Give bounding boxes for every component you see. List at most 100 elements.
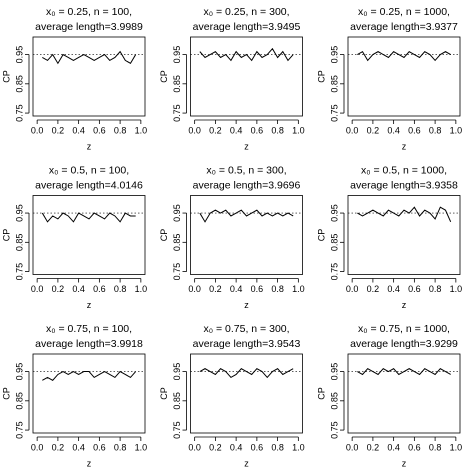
x-tick-label: 0.0	[346, 125, 359, 135]
panel-title: x₀ = 0.5, n = 1000,	[361, 164, 447, 176]
x-tick-label: 0.2	[209, 442, 222, 452]
plot-box	[190, 36, 303, 117]
x-tick-label: 0.6	[408, 442, 421, 452]
x-tick-label: 1.0	[135, 284, 148, 294]
y-tick-label: 0.95	[329, 46, 339, 64]
y-axis-label: CP	[316, 229, 326, 242]
y-tick-label: 0.75	[329, 104, 339, 122]
x-axis-label: z	[87, 458, 92, 468]
y-tick-label: 0.75	[14, 104, 24, 122]
x-tick-label: 0.0	[188, 125, 201, 135]
y-tick-label: 0.95	[172, 204, 182, 222]
x-tick-label: 0.8	[429, 284, 442, 294]
x-tick-label: 0.2	[209, 125, 222, 135]
x-tick-label: 0.4	[230, 125, 243, 135]
x-tick-label: 0.0	[346, 284, 359, 294]
panel-subtitle: average length=3.9543	[193, 338, 301, 350]
x-tick-label: 0.8	[114, 284, 127, 294]
x-axis-label: z	[244, 458, 249, 468]
y-tick-label: 0.85	[329, 234, 339, 252]
x-tick-label: 0.8	[114, 125, 127, 135]
plot-box	[347, 195, 461, 275]
y-tick-label: 0.85	[172, 234, 182, 252]
x-axis-label: z	[87, 141, 92, 151]
x-tick-label: 0.6	[408, 284, 421, 294]
cp-line	[357, 206, 452, 223]
cp-line	[357, 367, 451, 376]
x-tick-label: 1.0	[292, 442, 305, 452]
y-tick-label: 0.95	[172, 46, 182, 64]
x-tick-label: 0.6	[93, 125, 106, 135]
panel-title: x₀ = 0.5, n = 100,	[49, 164, 129, 176]
x-tick-label: 0.4	[230, 284, 243, 294]
panel-subtitle: average length=3.9696	[193, 179, 301, 191]
x-axis-label: z	[402, 141, 407, 151]
x-tick-label: 0.4	[72, 442, 85, 452]
x-tick-label: 0.0	[188, 284, 201, 294]
y-tick-label: 0.75	[172, 421, 182, 439]
y-tick-label: 0.85	[329, 75, 339, 93]
x-tick-label: 1.0	[292, 284, 305, 294]
x-tick-label: 0.6	[93, 442, 106, 452]
cp-line	[199, 209, 294, 223]
panel-subtitle: average length=4.0146	[35, 179, 143, 191]
x-tick-label: 0.0	[31, 125, 44, 135]
panel-subtitle: average length=3.9358	[350, 179, 458, 191]
panel-subtitle: average length=3.9495	[193, 21, 301, 33]
x-tick-label: 0.4	[72, 125, 85, 135]
x-tick-label: 0.8	[429, 442, 442, 452]
x-tick-label: 0.6	[251, 284, 264, 294]
plot-box	[190, 353, 303, 434]
x-tick-label: 0.8	[271, 125, 284, 135]
x-tick-label: 0.2	[367, 125, 380, 135]
y-axis-label: CP	[159, 70, 169, 83]
y-tick-label: 0.85	[14, 392, 24, 410]
x-tick-label: 0.0	[31, 284, 44, 294]
x-tick-label: 0.6	[408, 125, 421, 135]
x-tick-label: 1.0	[135, 442, 148, 452]
panel-subtitle: average length=3.9377	[350, 21, 458, 33]
y-tick-label: 0.75	[14, 421, 24, 439]
x-tick-label: 0.4	[387, 125, 400, 135]
panel-title: x₀ = 0.25, n = 1000,	[358, 6, 450, 18]
cp-line	[41, 212, 136, 223]
panel-title: x₀ = 0.25, n = 300,	[203, 6, 289, 18]
cp-line	[199, 47, 294, 62]
x-tick-label: 0.2	[209, 284, 222, 294]
y-tick-label: 0.75	[329, 263, 339, 281]
x-axis-label: z	[87, 300, 92, 310]
x-tick-label: 1.0	[450, 284, 463, 294]
x-tick-label: 0.0	[346, 442, 359, 452]
x-tick-label: 1.0	[450, 442, 463, 452]
x-tick-label: 0.2	[367, 284, 380, 294]
y-tick-label: 0.85	[329, 392, 339, 410]
x-tick-label: 0.4	[387, 442, 400, 452]
panel-title: x₀ = 0.25, n = 100,	[46, 6, 132, 18]
y-axis-label: CP	[1, 229, 11, 242]
cp-line	[42, 370, 137, 381]
panel-title: x₀ = 0.75, n = 300,	[203, 323, 289, 335]
x-tick-label: 0.2	[367, 442, 380, 452]
plot-box	[32, 353, 146, 434]
x-axis-label: z	[244, 300, 249, 310]
x-axis-label: z	[244, 141, 249, 151]
y-tick-label: 0.75	[14, 263, 24, 281]
plot-box	[32, 36, 146, 117]
y-tick-label: 0.75	[172, 104, 182, 122]
x-tick-label: 0.8	[271, 442, 284, 452]
x-tick-label: 0.8	[114, 442, 127, 452]
y-axis-label: CP	[316, 387, 326, 400]
y-tick-label: 0.95	[329, 363, 339, 381]
panel-subtitle: average length=3.9299	[350, 338, 458, 350]
panel-title: x₀ = 0.5, n = 300,	[206, 164, 286, 176]
x-tick-label: 0.0	[188, 442, 201, 452]
plot-box	[347, 353, 461, 434]
y-tick-label: 0.95	[14, 363, 24, 381]
y-axis-label: CP	[1, 70, 11, 83]
x-tick-label: 0.6	[93, 284, 106, 294]
cp-line	[357, 50, 451, 62]
x-tick-label: 0.2	[52, 125, 65, 135]
x-tick-label: 0.6	[251, 125, 264, 135]
x-tick-label: 1.0	[135, 125, 148, 135]
